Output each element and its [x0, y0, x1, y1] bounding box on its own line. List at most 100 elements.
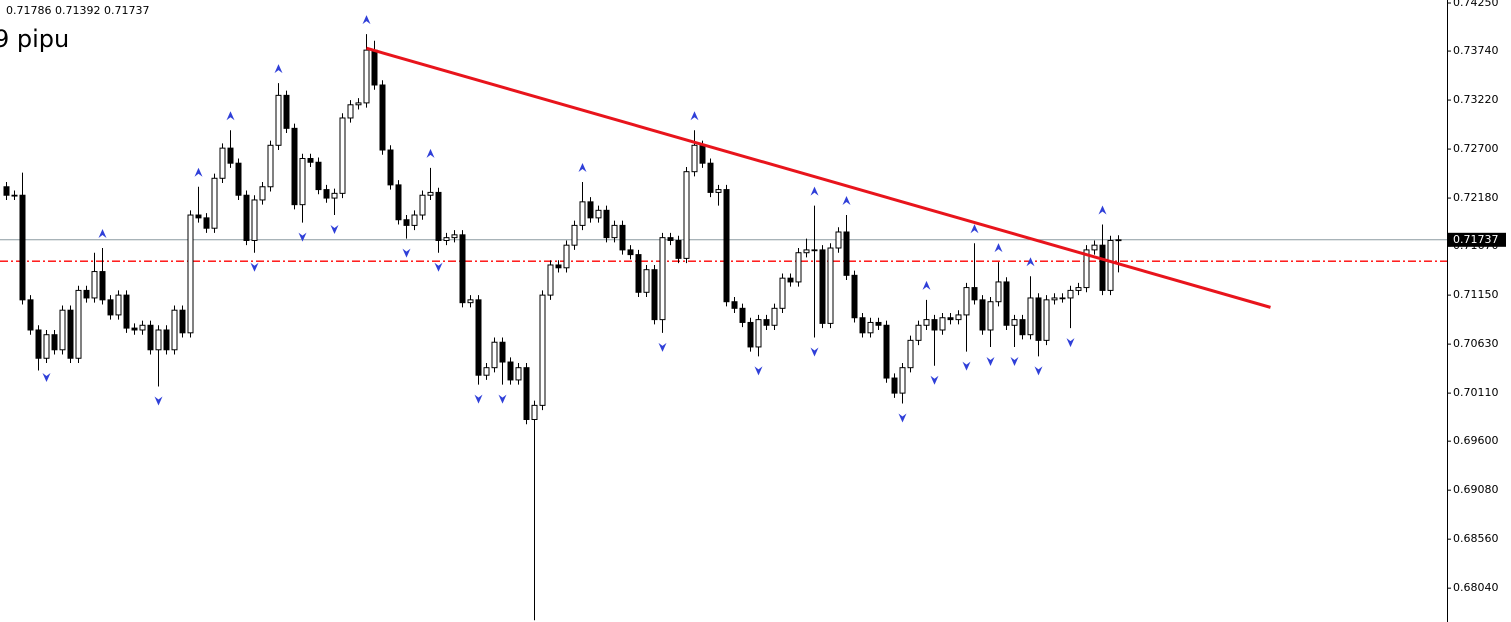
candle-body — [995, 281, 1002, 303]
candle-body — [35, 329, 42, 359]
candle-body — [371, 49, 378, 86]
candle-body — [787, 277, 794, 283]
candle-body — [899, 367, 906, 394]
candle-body — [235, 162, 242, 196]
candle-body — [251, 199, 258, 241]
fractal-down — [810, 347, 819, 357]
candle-body — [595, 209, 602, 219]
fractal-up — [994, 243, 1003, 253]
candle-body — [907, 339, 914, 369]
candle-body — [523, 367, 530, 421]
candle-body — [467, 299, 474, 304]
candle-body — [1019, 319, 1026, 336]
candle-body — [387, 149, 394, 186]
candle-body — [75, 289, 82, 359]
candle-body — [483, 367, 490, 376]
candle-body — [51, 334, 58, 351]
fractal-up — [1098, 205, 1107, 215]
candle-body — [747, 321, 754, 348]
candle-body — [939, 317, 946, 331]
candle-body — [963, 287, 970, 316]
candle-body — [99, 271, 106, 301]
fractal-down — [298, 232, 307, 242]
fractal-down — [754, 366, 763, 376]
y-tick-label: 0.69080 — [1453, 483, 1499, 496]
candle-body — [11, 194, 18, 197]
candle-body — [411, 214, 418, 226]
candle-body — [19, 194, 26, 301]
candle-body — [723, 189, 730, 303]
candle-body — [219, 147, 226, 179]
fractal-down — [42, 372, 51, 382]
fractal-up — [842, 196, 851, 206]
candle-body — [675, 239, 682, 259]
candle-body — [283, 94, 290, 129]
candle-body — [915, 324, 922, 341]
candle-body — [195, 214, 202, 219]
candle-body — [419, 194, 426, 216]
fractal-up — [970, 224, 979, 234]
candle-body — [971, 287, 978, 301]
candle-body — [1091, 244, 1098, 251]
candle-body — [339, 117, 346, 194]
candle-body — [139, 324, 146, 331]
candle-body — [779, 277, 786, 309]
candle-body — [107, 299, 114, 316]
candle-body — [803, 249, 810, 254]
fractal-down — [154, 396, 163, 406]
candle-body — [435, 191, 442, 241]
candle-body — [347, 104, 354, 119]
candle-body — [547, 264, 554, 296]
y-tick-label: 0.72180 — [1453, 191, 1499, 204]
candle-body — [819, 249, 826, 324]
candle-body — [131, 327, 138, 331]
fractal-up — [810, 186, 819, 196]
candle-body — [867, 321, 874, 334]
candle-body — [1011, 319, 1018, 326]
candle-body — [211, 177, 218, 229]
y-tick-label: 0.70110 — [1453, 386, 1499, 399]
fractal-down — [930, 375, 939, 385]
candle-body — [67, 309, 74, 359]
candle-body — [843, 231, 850, 276]
y-tick-label: 0.70630 — [1453, 337, 1499, 350]
candle-body — [291, 127, 298, 206]
fractal-up — [362, 15, 371, 25]
fractal-up — [98, 229, 107, 239]
candle-body — [539, 294, 546, 406]
candle-body — [259, 186, 266, 201]
candle-body — [43, 334, 50, 359]
candle-body — [275, 94, 282, 146]
trendline — [366, 46, 1271, 309]
y-tick-label: 0.72700 — [1453, 142, 1499, 155]
candle-body — [683, 171, 690, 259]
fractal-up — [226, 111, 235, 121]
bid-label: 0.71737 — [1453, 233, 1499, 246]
fractal-up — [690, 111, 699, 121]
fractal-up — [1026, 257, 1035, 267]
candle-body — [635, 254, 642, 293]
fractal-down — [1066, 338, 1075, 348]
fractal-up — [922, 280, 931, 290]
candle-body — [363, 49, 370, 104]
fractal-down — [962, 361, 971, 371]
candle-body — [1051, 297, 1058, 301]
candle-body — [531, 404, 538, 421]
fractal-down — [498, 394, 507, 404]
fractal-up — [274, 64, 283, 74]
candle-body — [603, 209, 610, 239]
fractal-down — [986, 356, 995, 366]
candle-body — [891, 377, 898, 394]
candle-body — [59, 309, 66, 351]
candle-body — [379, 84, 386, 151]
candle-body — [795, 252, 802, 283]
candle-body — [315, 161, 322, 191]
candle-body — [931, 319, 938, 331]
fractal-down — [1010, 356, 1019, 366]
candle-body — [443, 237, 450, 241]
candle-body — [123, 294, 130, 329]
y-tick-label: 0.68560 — [1453, 532, 1499, 545]
candle-body — [707, 162, 714, 193]
